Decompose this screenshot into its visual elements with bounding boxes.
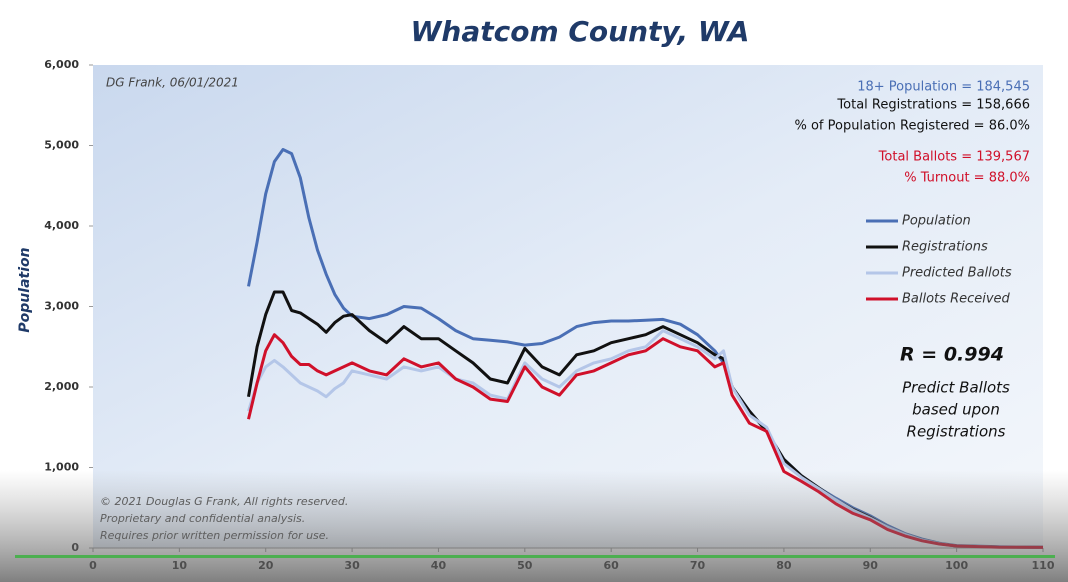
stat-text: Total Ballots = 139,567 <box>878 150 1030 165</box>
stat-text: Total Registrations = 158,666 <box>836 98 1030 113</box>
y-tick-label: 3,000 <box>44 300 79 313</box>
y-axis-label: Population <box>17 247 33 332</box>
r-caption: Registrations <box>907 423 1006 441</box>
stat-text: % Turnout = 88.0% <box>904 171 1030 186</box>
y-tick-label: 6,000 <box>44 58 79 71</box>
y-tick-label: 5,000 <box>44 139 79 152</box>
r-caption: based upon <box>912 401 1000 419</box>
chart-title: Whatcom County, WA <box>411 15 750 48</box>
plot-area <box>93 65 1043 548</box>
stat-text: 18+ Population = 184,545 <box>857 80 1030 95</box>
r-caption: Predict Ballots <box>902 379 1010 397</box>
legend-label: Registrations <box>902 240 988 255</box>
stat-text: % of Population Registered = 86.0% <box>794 119 1030 134</box>
legend-label: Ballots Received <box>902 292 1011 307</box>
author-note: DG Frank, 06/01/2021 <box>106 76 239 90</box>
legend-label: Population <box>902 214 971 229</box>
y-tick-label: 2,000 <box>44 380 79 393</box>
legend-label: Predicted Ballots <box>902 266 1012 281</box>
r-value: R = 0.994 <box>900 344 1004 366</box>
progress-bar <box>15 555 1055 558</box>
y-tick-label: 4,000 <box>44 219 79 232</box>
video-overlay <box>0 470 1068 582</box>
